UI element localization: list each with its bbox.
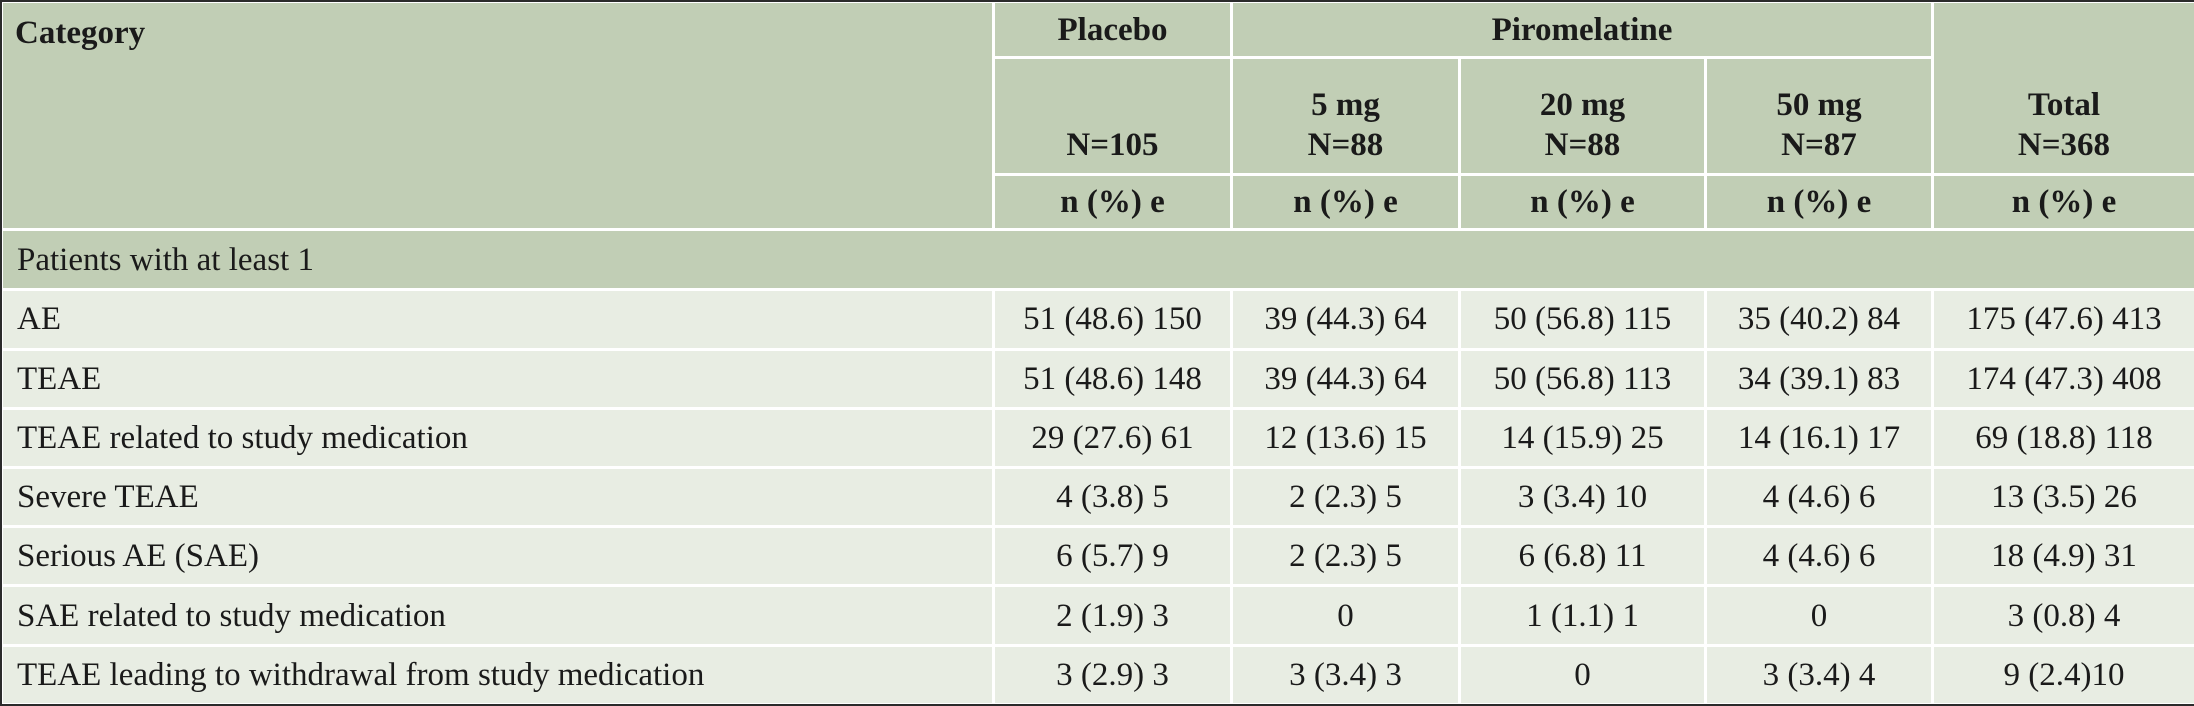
header-cell: 5 mg N=88 bbox=[1230, 56, 1461, 176]
data-cell: 35 (40.2) 84 bbox=[1704, 288, 1934, 351]
data-cell: 13 (3.5) 26 bbox=[1931, 465, 2194, 529]
data-cell: 18 (4.9) 31 bbox=[1931, 525, 2194, 588]
data-row: SAE related to study medication 2 (1.9) 3… bbox=[0, 584, 2194, 647]
data-cell: 6 (5.7) 9 bbox=[992, 525, 1233, 588]
data-cell: 175 (47.6) 413 bbox=[1931, 288, 2194, 351]
data-cell: 3 (3.4) 3 bbox=[1230, 643, 1461, 706]
data-cell: 69 (18.8) 118 bbox=[1931, 406, 2194, 470]
header-line: 5 mg bbox=[1311, 87, 1380, 123]
header-line: N=368 bbox=[2017, 127, 2111, 163]
data-cell: 3 (2.9) 3 bbox=[992, 643, 1233, 706]
header-row: N=105 5 mg N=88 20 mg N=88 50 mg N=87 bbox=[2, 56, 2194, 176]
header-line: N=88 bbox=[1307, 127, 1384, 163]
data-cell: 50 (56.8) 113 bbox=[1458, 347, 1707, 410]
header-line: N=87 bbox=[1781, 127, 1857, 163]
row-label: Severe TEAE bbox=[0, 465, 995, 529]
header-cell: n (%) e bbox=[992, 173, 1233, 231]
data-cell: 2 (1.9) 3 bbox=[992, 584, 1233, 647]
data-cell: 3 (3.4) 4 bbox=[1704, 643, 1934, 706]
header-line: N=88 bbox=[1544, 127, 1621, 163]
header-row: Category Placebo Piromelatine Total N=368 bbox=[0, 0, 2194, 231]
data-cell: 3 (3.4) 10 bbox=[1458, 465, 1707, 529]
data-cell: 51 (48.6) 150 bbox=[992, 288, 1233, 351]
data-cell: 9 (2.4)10 bbox=[1931, 643, 2194, 706]
data-cell: 0 bbox=[1230, 584, 1461, 647]
header-line: N=105 bbox=[1066, 127, 1159, 163]
data-cell: 0 bbox=[1458, 643, 1707, 706]
data-row: TEAE leading to withdrawal from study me… bbox=[0, 643, 2194, 706]
row-label: SAE related to study medication bbox=[0, 584, 995, 647]
data-cell: 12 (13.6) 15 bbox=[1230, 406, 1461, 470]
section-cell: Patients with at least 1 bbox=[0, 227, 2194, 292]
data-cell: 39 (44.3) 64 bbox=[1230, 347, 1461, 410]
row-label: Serious AE (SAE) bbox=[0, 525, 995, 588]
header-cell: n (%) e bbox=[1230, 173, 1461, 231]
row-label: TEAE leading to withdrawal from study me… bbox=[0, 643, 995, 706]
data-cell: 1 (1.1) 1 bbox=[1458, 584, 1707, 647]
data-cell: 6 (6.8) 11 bbox=[1458, 525, 1707, 588]
header-cell: n (%) e bbox=[1458, 173, 1707, 231]
header-line: 50 mg bbox=[1776, 87, 1862, 123]
data-cell: 0 bbox=[1704, 584, 1934, 647]
header-line: Total bbox=[2027, 87, 2101, 123]
data-cell: 174 (47.3) 408 bbox=[1931, 347, 2194, 410]
table-body: Patients with at least 1 AE 51 (48.6) 150 3… bbox=[0, 227, 2194, 706]
table-header: Category Placebo Piromelatine Total N=368 N=1… bbox=[0, 0, 2194, 231]
data-cell: 3 (0.8) 4 bbox=[1931, 584, 2194, 647]
data-row: AE 51 (48.6) 150 39 (44.3) 64 50 (56.8) 115… bbox=[0, 288, 2194, 351]
data-cell: 39 (44.3) 64 bbox=[1230, 288, 1461, 351]
data-cell: 51 (48.6) 148 bbox=[992, 347, 1233, 410]
data-cell: 4 (3.8) 5 bbox=[992, 465, 1233, 529]
header-cell: Category bbox=[0, 0, 995, 231]
data-row: TEAE related to study medication 29 (27.6… bbox=[0, 406, 2194, 470]
data-cell: 14 (15.9) 25 bbox=[1458, 406, 1707, 470]
header-cell: 20 mg N=88 bbox=[1458, 56, 1707, 176]
data-cell: 34 (39.1) 83 bbox=[1704, 347, 1934, 410]
section-row: Patients with at least 1 bbox=[0, 227, 2194, 292]
row-label: TEAE bbox=[0, 347, 995, 410]
row-label: TEAE related to study medication bbox=[0, 406, 995, 470]
row-label: AE bbox=[0, 288, 995, 351]
header-cell: n (%) e bbox=[1704, 173, 1934, 231]
data-cell: 14 (16.1) 17 bbox=[1704, 406, 1934, 470]
data-cell: 50 (56.8) 115 bbox=[1458, 288, 1707, 351]
data-cell: 4 (4.6) 6 bbox=[1704, 465, 1934, 529]
header-cell: Total N=368 bbox=[1931, 0, 2194, 176]
data-cell: 29 (27.6) 61 bbox=[992, 406, 1233, 470]
header-cell: n (%) e bbox=[1931, 173, 2194, 231]
header-line: 20 mg bbox=[1539, 87, 1626, 123]
header-cell: Piromelatine bbox=[1230, 0, 1934, 59]
data-cell: 2 (2.3) 5 bbox=[1230, 525, 1461, 588]
header-cell: 50 mg N=87 bbox=[1704, 56, 1934, 176]
data-row: TEAE 51 (48.6) 148 39 (44.3) 64 50 (56.8) 1… bbox=[0, 347, 2194, 410]
header-cell: N=105 bbox=[992, 56, 1233, 176]
header-cell: Placebo bbox=[992, 0, 1233, 59]
data-cell: 4 (4.6) 6 bbox=[1704, 525, 1934, 588]
data-cell: 2 (2.3) 5 bbox=[1230, 465, 1461, 529]
